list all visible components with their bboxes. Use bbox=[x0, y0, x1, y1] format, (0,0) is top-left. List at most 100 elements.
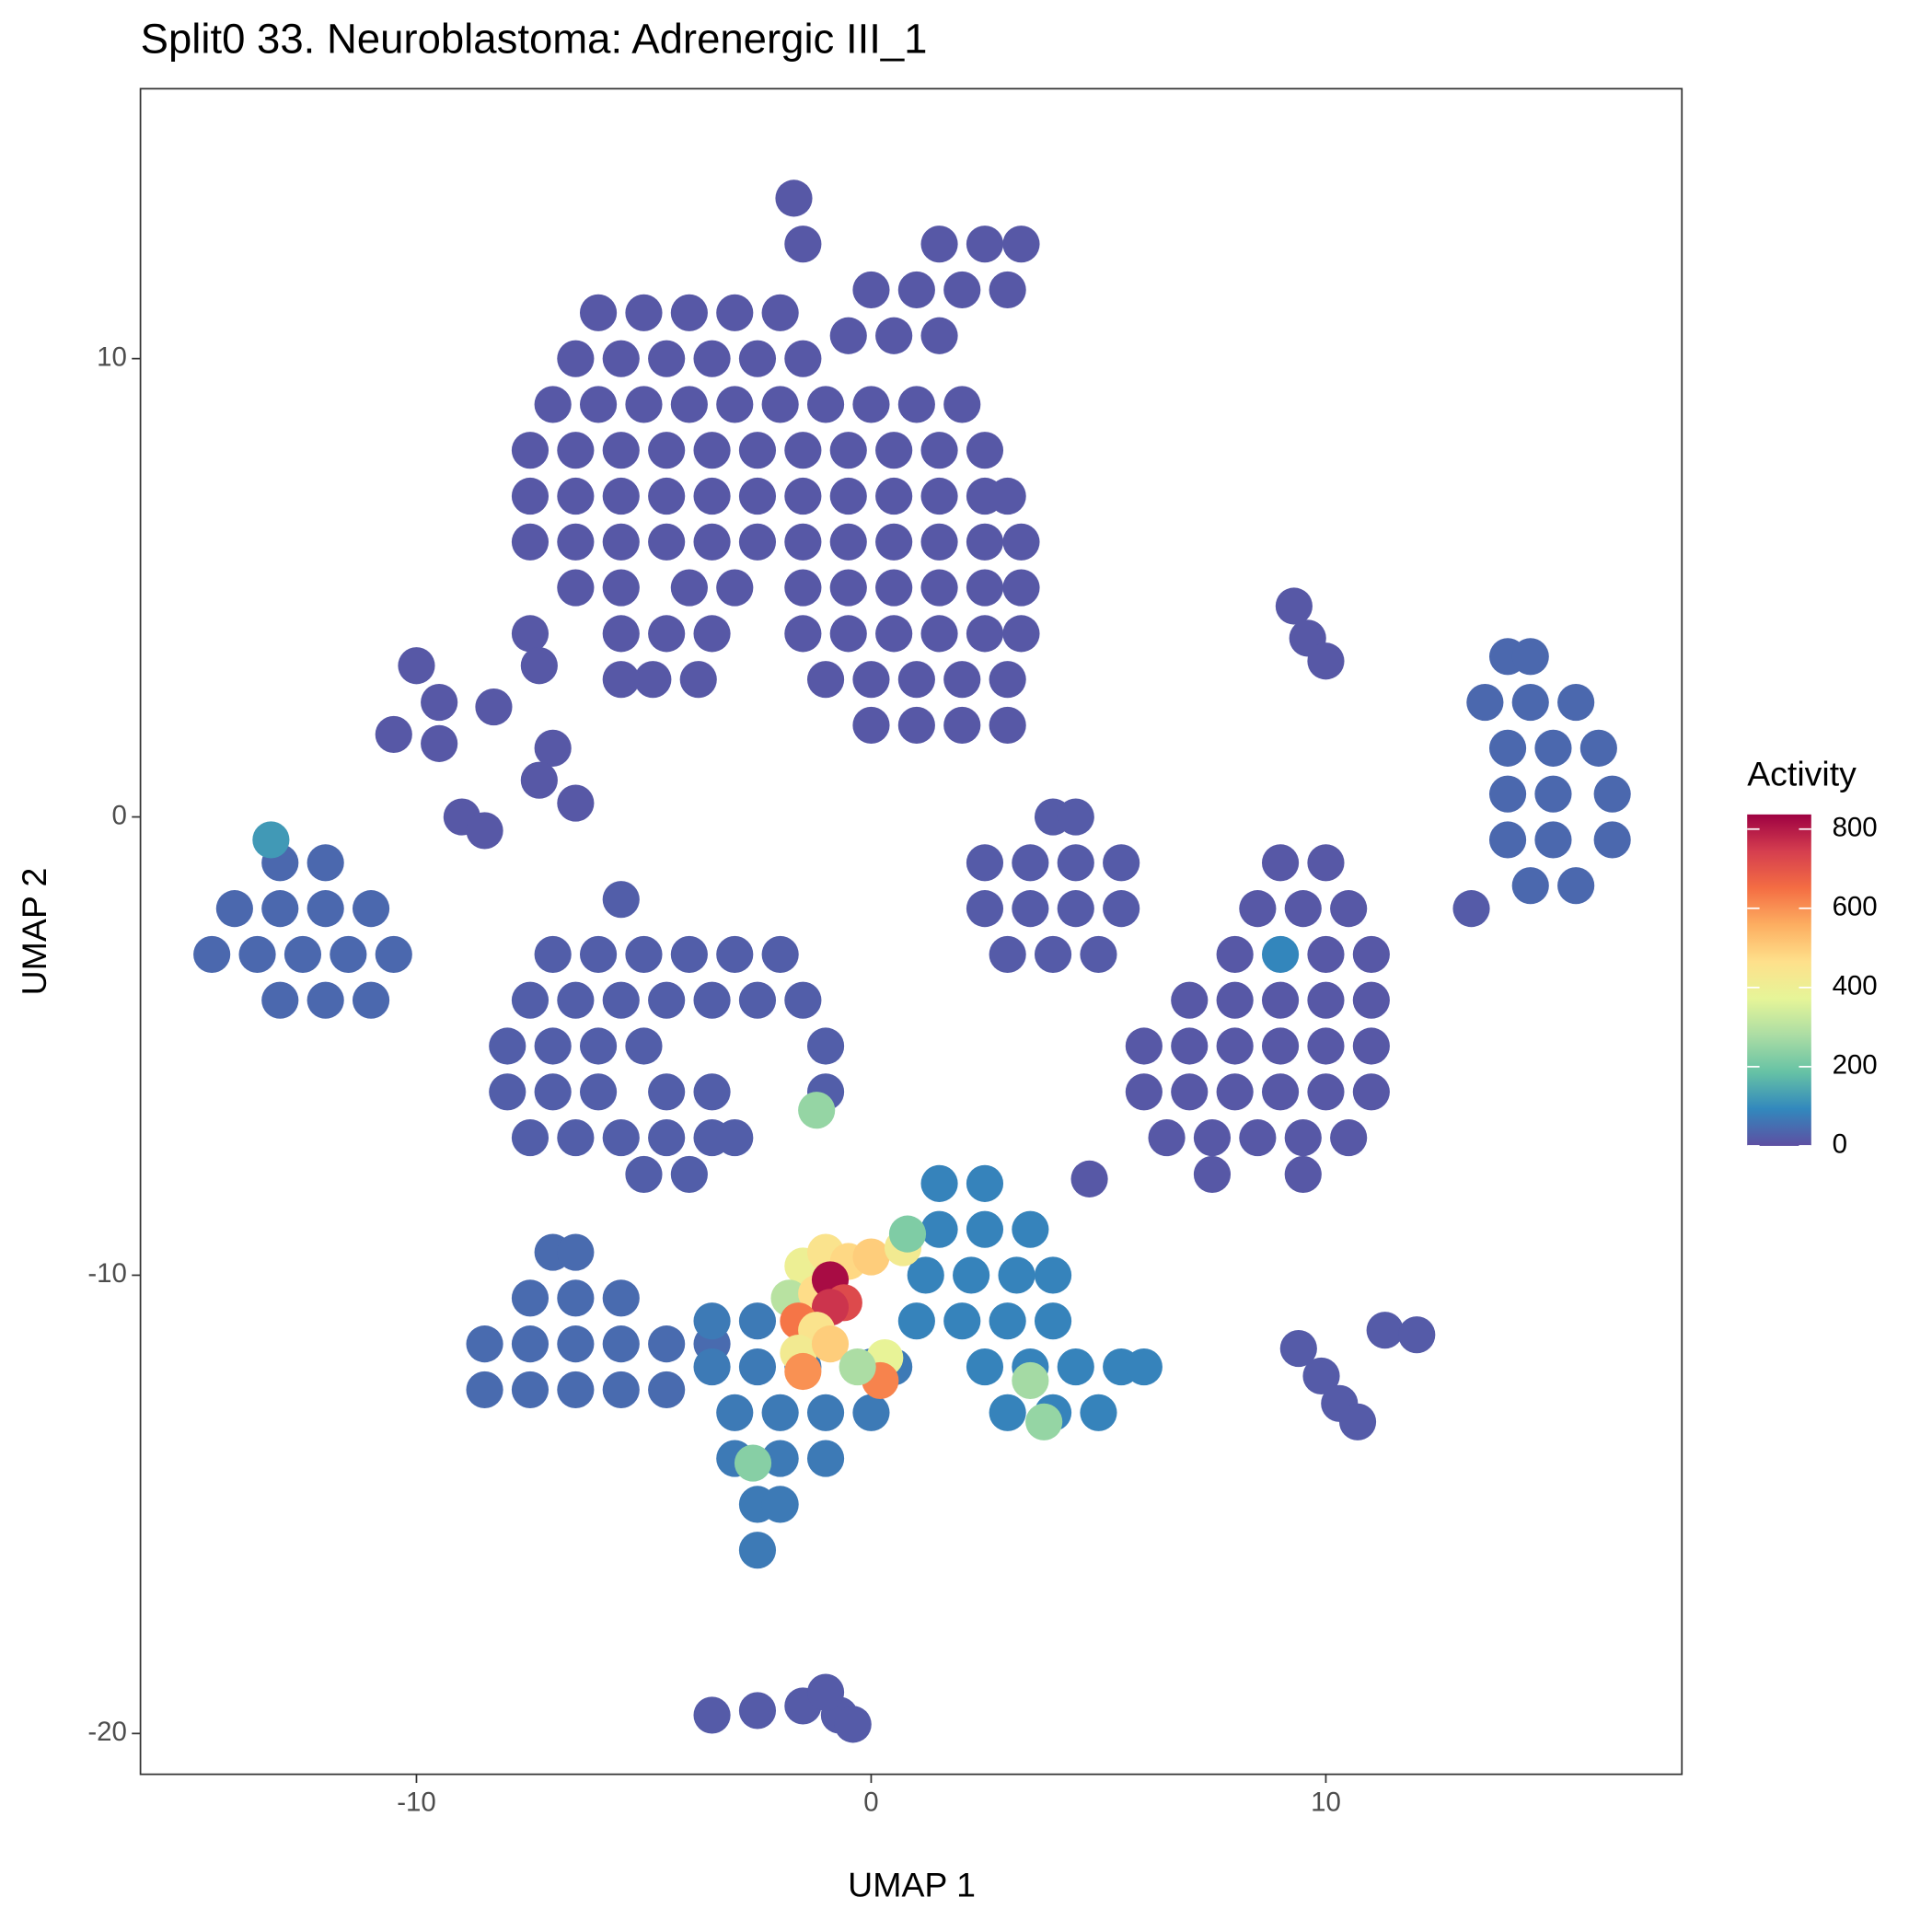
point bbox=[716, 935, 754, 973]
point bbox=[811, 1325, 850, 1363]
point bbox=[875, 569, 913, 607]
point bbox=[579, 935, 618, 973]
point bbox=[602, 569, 640, 607]
point bbox=[716, 1394, 754, 1431]
y-tick-label: 10 bbox=[97, 341, 127, 372]
point bbox=[1579, 729, 1617, 767]
point bbox=[1488, 775, 1527, 813]
point bbox=[375, 715, 412, 754]
point bbox=[557, 432, 595, 469]
point bbox=[852, 661, 890, 699]
point bbox=[1002, 226, 1040, 263]
point bbox=[307, 844, 344, 882]
point bbox=[829, 317, 867, 354]
point bbox=[307, 890, 344, 928]
point bbox=[1012, 844, 1049, 882]
point bbox=[1239, 1118, 1277, 1157]
point bbox=[798, 1092, 836, 1129]
point bbox=[920, 523, 958, 561]
point bbox=[738, 1302, 777, 1340]
point bbox=[1216, 1073, 1254, 1111]
point bbox=[1488, 821, 1527, 859]
colorbar-title: Activity bbox=[1747, 754, 1857, 792]
point bbox=[716, 294, 754, 331]
point bbox=[1080, 935, 1117, 973]
point bbox=[1002, 523, 1040, 561]
point bbox=[1557, 867, 1595, 905]
point bbox=[634, 661, 672, 699]
point bbox=[215, 890, 253, 928]
point bbox=[943, 706, 981, 745]
point bbox=[1125, 1348, 1163, 1386]
point bbox=[602, 981, 640, 1019]
point bbox=[693, 981, 731, 1019]
point bbox=[907, 1256, 944, 1294]
point bbox=[534, 1027, 572, 1065]
point bbox=[693, 1696, 731, 1734]
point bbox=[1534, 729, 1572, 767]
point bbox=[602, 881, 640, 919]
point bbox=[875, 432, 913, 469]
point bbox=[920, 226, 958, 263]
point bbox=[557, 569, 595, 607]
point bbox=[1002, 615, 1040, 653]
point bbox=[998, 1256, 1035, 1294]
point bbox=[784, 1352, 822, 1391]
point bbox=[579, 1073, 618, 1111]
point bbox=[466, 1325, 503, 1363]
point bbox=[1216, 935, 1254, 973]
point bbox=[897, 386, 935, 423]
point bbox=[670, 569, 708, 607]
point bbox=[534, 729, 572, 767]
point bbox=[670, 935, 708, 973]
point bbox=[806, 1027, 845, 1065]
colorbar-tick-label: 400 bbox=[1833, 971, 1878, 1001]
point bbox=[648, 981, 686, 1019]
point bbox=[852, 1394, 890, 1431]
point bbox=[1057, 1348, 1094, 1386]
point bbox=[1261, 1073, 1300, 1111]
point bbox=[852, 271, 890, 309]
point bbox=[966, 844, 1004, 882]
point bbox=[511, 981, 550, 1019]
point bbox=[784, 615, 822, 653]
point bbox=[1125, 1073, 1163, 1111]
point bbox=[579, 386, 618, 423]
point bbox=[579, 1027, 618, 1065]
point bbox=[716, 1118, 754, 1157]
point bbox=[784, 523, 822, 561]
point bbox=[693, 477, 731, 515]
point bbox=[534, 935, 572, 973]
point bbox=[775, 179, 813, 217]
point bbox=[1398, 1316, 1436, 1354]
colorbar bbox=[1747, 814, 1811, 1146]
point bbox=[839, 1348, 876, 1386]
point bbox=[693, 1073, 731, 1111]
point bbox=[966, 615, 1004, 653]
point bbox=[1307, 844, 1345, 882]
point bbox=[738, 981, 777, 1019]
point bbox=[625, 386, 663, 423]
point bbox=[1307, 1027, 1345, 1065]
point bbox=[520, 647, 558, 685]
point bbox=[734, 1444, 772, 1482]
point bbox=[784, 432, 822, 469]
point bbox=[1057, 798, 1094, 836]
point bbox=[829, 569, 867, 607]
x-tick-label: 10 bbox=[1311, 1787, 1341, 1818]
point bbox=[693, 340, 731, 377]
point bbox=[1080, 1394, 1117, 1431]
point bbox=[784, 477, 822, 515]
point bbox=[738, 523, 777, 561]
point bbox=[398, 647, 435, 685]
point bbox=[989, 706, 1026, 745]
point bbox=[897, 661, 935, 699]
point bbox=[1034, 1256, 1072, 1294]
point bbox=[1284, 1118, 1322, 1157]
point bbox=[806, 386, 845, 423]
y-tick-label: -10 bbox=[87, 1258, 127, 1289]
colorbar-tick-label: 600 bbox=[1833, 892, 1878, 922]
point bbox=[1057, 890, 1094, 928]
point bbox=[761, 386, 799, 423]
point bbox=[261, 981, 299, 1019]
